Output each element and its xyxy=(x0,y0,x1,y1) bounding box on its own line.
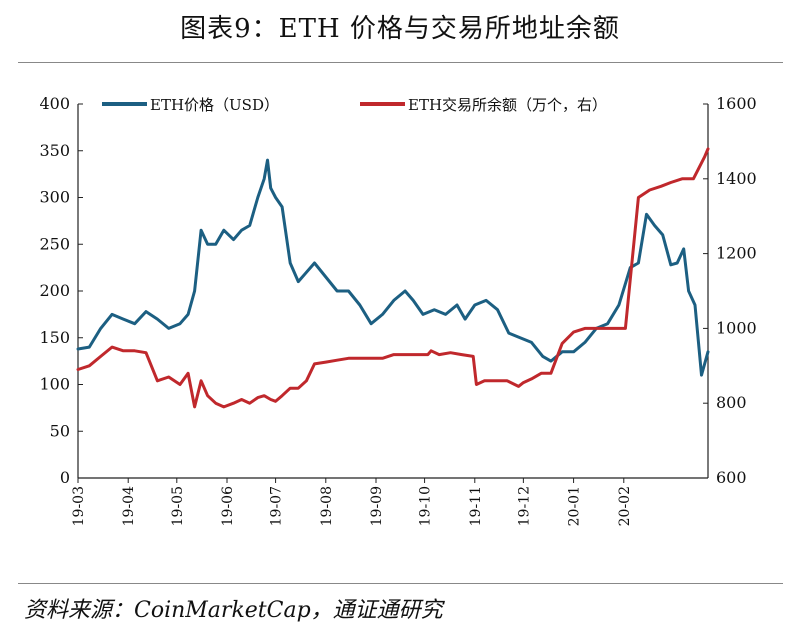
left-axis: 0 50 100 150 200 250 300 350 400 xyxy=(39,94,83,487)
x-tick-label: 19-12 xyxy=(516,486,532,526)
x-tick-label: 19-05 xyxy=(170,486,186,526)
x-tick-label: 19-04 xyxy=(121,486,137,526)
legend-label-price: ETH价格（USD） xyxy=(150,96,279,114)
footer-divider xyxy=(18,583,783,584)
chart: 0 50 100 150 200 250 300 350 400 600 800 1000 1200 1… xyxy=(39,94,757,526)
x-tick-label: 19-10 xyxy=(418,486,434,526)
left-tick-label: 200 xyxy=(39,281,70,300)
left-tick-label: 300 xyxy=(39,188,70,207)
x-tick-label: 19-07 xyxy=(269,486,285,526)
series-layer xyxy=(76,147,710,409)
source-note: 资料来源：CoinMarketCap，通证通研究 xyxy=(24,598,443,623)
left-tick-label: 50 xyxy=(50,421,70,440)
x-axis: 19-03 19-04 19-05 19-06 19-07 19-08 19-09 19-10… xyxy=(71,477,708,526)
chart-title: 图表9：ETH 价格与交易所地址余额 xyxy=(180,14,620,44)
left-tick-label: 350 xyxy=(39,141,70,160)
right-tick-label: 1000 xyxy=(716,318,757,337)
balance-series-line xyxy=(76,147,710,409)
left-tick-label: 400 xyxy=(39,94,70,113)
right-tick-label: 1200 xyxy=(716,244,757,263)
x-tick-label: 19-03 xyxy=(71,486,87,526)
legend: ETH价格（USD） ETH交易所余额（万个，右） xyxy=(102,96,607,114)
left-tick-label: 0 xyxy=(60,468,70,487)
x-tick-label: 19-08 xyxy=(319,486,335,526)
left-tick-label: 250 xyxy=(39,234,70,253)
x-tick-label: 19-11 xyxy=(468,486,484,526)
legend-label-balance: ETH交易所余额（万个，右） xyxy=(408,96,607,114)
left-tick-label: 150 xyxy=(39,328,70,347)
x-tick-label: 19-06 xyxy=(220,486,236,526)
x-tick-label: 20-02 xyxy=(617,486,633,526)
right-tick-label: 1400 xyxy=(716,169,757,188)
right-axis: 600 800 1000 1200 1400 1600 xyxy=(703,94,757,487)
price-series-line xyxy=(76,158,710,377)
x-tick-label: 20-01 xyxy=(567,486,583,526)
right-tick-label: 1600 xyxy=(716,94,757,113)
title-divider xyxy=(18,62,783,63)
right-tick-label: 600 xyxy=(716,468,747,487)
x-tick-label: 19-09 xyxy=(369,486,385,526)
right-tick-label: 800 xyxy=(716,393,747,412)
left-tick-label: 100 xyxy=(39,375,70,394)
